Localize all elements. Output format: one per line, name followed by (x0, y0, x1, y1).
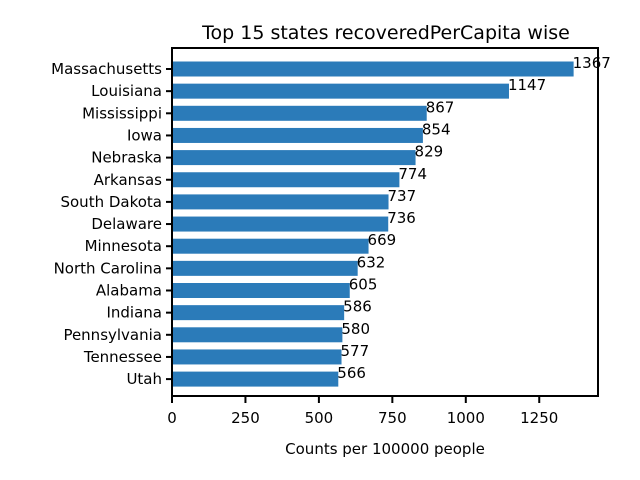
value-label-mississippi: 867 (426, 98, 455, 116)
y-tick-label-massachusetts: Massachusetts (51, 60, 162, 78)
value-label-pennsylvania: 580 (341, 320, 370, 338)
bar-massachusetts (173, 61, 574, 77)
value-label-massachusetts: 1367 (573, 54, 611, 72)
value-label-alabama: 605 (349, 276, 378, 294)
value-label-delaware: 736 (387, 209, 416, 227)
bar-utah (173, 371, 339, 387)
value-label-tennessee: 577 (341, 342, 370, 360)
y-tick-label-north-carolina: North Carolina (54, 259, 162, 277)
value-label-nebraska: 829 (415, 143, 444, 161)
bar-north-carolina (173, 260, 358, 276)
y-tick-labels: Massachusetts Louisiana Mississippi Iowa Neb… (51, 60, 172, 388)
value-label-south-dakota: 737 (388, 187, 417, 205)
plot-frame (171, 47, 599, 397)
value-label-louisiana: 1147 (508, 76, 546, 94)
y-tick-label-iowa: Iowa (127, 126, 162, 144)
y-tick-label-delaware: Delaware (91, 215, 162, 233)
y-tick-label-south-dakota: South Dakota (60, 193, 162, 211)
y-tick-label-nebraska: Nebraska (91, 149, 162, 167)
value-label-arkansas: 774 (398, 165, 427, 183)
bars-group (173, 61, 574, 387)
bar-louisiana (173, 83, 509, 99)
y-tick-label-louisiana: Louisiana (91, 82, 162, 100)
y-tick-label-alabama: Alabama (96, 282, 162, 300)
bar-alabama (173, 283, 350, 298)
x-tick-label-750: 750 (378, 409, 407, 427)
y-tick-label-minnesota: Minnesota (85, 237, 162, 255)
value-label-minnesota: 669 (368, 231, 397, 249)
value-labels: 1367 1147 867 854 829 774 737 736 669 632 605 586 58… (337, 54, 611, 382)
x-tick-label-500: 500 (305, 409, 334, 427)
y-tick-label-indiana: Indiana (106, 304, 162, 322)
x-tick-label-250: 250 (231, 409, 260, 427)
bar-mississippi (173, 105, 427, 121)
bar-tennessee (173, 349, 342, 365)
y-tick-label-tennessee: Tennessee (83, 348, 162, 366)
bar-iowa (173, 127, 423, 143)
value-label-iowa: 854 (422, 120, 451, 138)
bar-minnesota (173, 238, 369, 254)
value-label-indiana: 586 (343, 298, 372, 316)
bar-nebraska (173, 150, 416, 166)
x-tick-label-0: 0 (167, 409, 177, 427)
x-tick-label-1250: 1250 (520, 409, 558, 427)
value-label-north-carolina: 632 (357, 253, 386, 271)
y-tick-label-utah: Utah (126, 370, 162, 388)
y-tick-label-pennsylvania: Pennsylvania (63, 326, 162, 344)
y-tick-label-mississippi: Mississippi (82, 104, 162, 122)
bar-arkansas (173, 172, 400, 188)
value-label-utah: 566 (337, 364, 366, 382)
x-axis-ticks: 0 250 500 750 1000 1250 (167, 396, 558, 427)
chart-title: Top 15 states recoveredPerCapita wise (201, 22, 570, 44)
bar-delaware (173, 216, 389, 232)
y-tick-label-arkansas: Arkansas (94, 171, 163, 189)
x-axis-label: Counts per 100000 people (285, 440, 485, 458)
bar-south-dakota (173, 194, 389, 210)
bar-pennsylvania (173, 327, 343, 343)
bar-indiana (173, 305, 345, 321)
x-tick-label-1000: 1000 (447, 409, 485, 427)
